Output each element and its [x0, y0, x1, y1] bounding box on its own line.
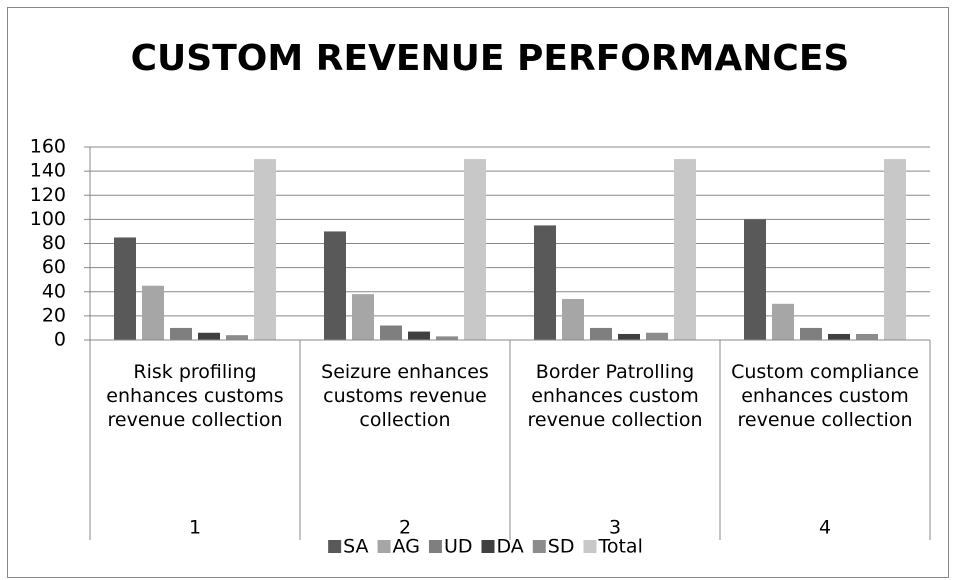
legend-swatch — [428, 540, 442, 553]
y-tick-label: 80 — [42, 232, 66, 254]
bar — [198, 332, 220, 340]
y-tick-label: 0 — [54, 329, 66, 351]
bar — [380, 325, 402, 340]
legend-label: SD — [548, 536, 575, 558]
x-tick-label: Border Patrolling enhances custom revenu… — [527, 361, 703, 431]
legend-label: AG — [393, 536, 420, 558]
x-group-label: 4 — [819, 517, 831, 539]
bar — [646, 332, 668, 340]
bar — [436, 336, 458, 340]
legend-label: UD — [444, 536, 473, 558]
bar — [884, 159, 906, 340]
y-tick-label: 20 — [42, 304, 66, 326]
y-tick-label: 60 — [42, 256, 66, 278]
y-tick-label: 40 — [42, 280, 66, 302]
legend-swatch — [481, 540, 495, 553]
legend-label: Total — [597, 536, 642, 558]
x-group-label: 3 — [609, 517, 621, 539]
y-tick-label: 100 — [30, 208, 66, 230]
bar — [562, 298, 584, 340]
x-group-label: 1 — [189, 517, 201, 539]
y-tick-label: 140 — [30, 160, 66, 182]
bar — [800, 327, 822, 340]
legend-swatch — [377, 540, 391, 553]
bar — [744, 219, 766, 340]
bar — [408, 331, 430, 340]
legend-swatch — [583, 540, 597, 553]
y-tick-label: 120 — [30, 184, 66, 206]
bar — [352, 294, 374, 340]
legend-label: SA — [343, 536, 368, 558]
x-tick-label: Custom compliance enhances custom revenu… — [731, 361, 919, 431]
chart-title: CUSTOM REVENUE PERFORMANCES — [131, 38, 850, 79]
legend-swatch — [532, 540, 546, 553]
bar — [114, 237, 136, 340]
bar — [324, 231, 346, 340]
x-group-label: 2 — [399, 517, 411, 539]
bar — [856, 333, 878, 340]
bar — [142, 285, 164, 340]
bar — [226, 335, 248, 340]
x-tick-label: Seizure enhances customs revenue collect… — [321, 361, 489, 431]
y-tick-label: 160 — [30, 136, 66, 158]
bar — [618, 333, 640, 340]
bar — [674, 159, 696, 340]
bar — [464, 159, 486, 340]
bar — [590, 327, 612, 340]
bar — [828, 333, 850, 340]
bar — [254, 159, 276, 340]
bar — [534, 225, 556, 340]
legend-label: DA — [496, 536, 523, 558]
x-tick-label: Risk profiling enhances customs revenue … — [106, 361, 284, 431]
bar — [170, 327, 192, 340]
legend-swatch — [328, 540, 342, 553]
bar — [772, 303, 794, 340]
